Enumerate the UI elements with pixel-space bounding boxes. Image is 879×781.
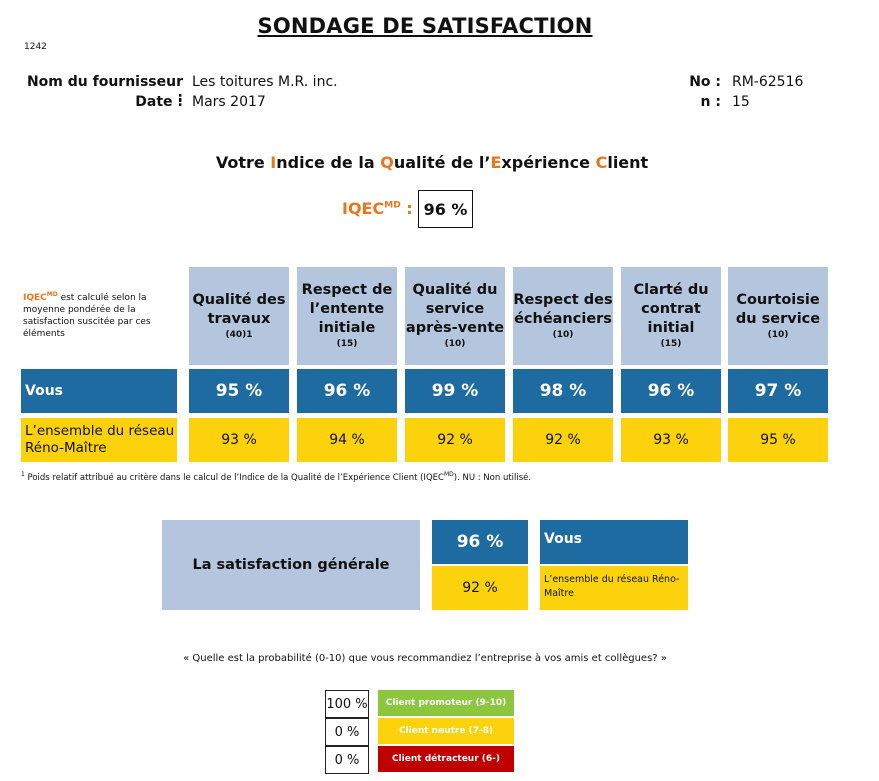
criterion-name-line: l’entente — [309, 301, 385, 317]
subtitle-initial-c: C — [595, 153, 608, 172]
page-title: SONDAGE DE SATISFACTION — [257, 14, 593, 38]
subtitle-text: xpérience — [501, 153, 596, 172]
criterion-name-line: contrat — [641, 301, 701, 317]
iqec-label-sup: MD — [384, 200, 401, 211]
subtitle-text: ualité de l’ — [393, 153, 491, 172]
criterion-name-line: Qualité des — [192, 291, 286, 308]
n-label: n : — [700, 94, 721, 110]
criterion-header: Respect de l’entente initiale (15) — [297, 267, 397, 365]
criterion-name-line: échéanciers — [514, 310, 612, 327]
nps-category-label: Client neutre (7-8) — [378, 718, 514, 744]
criterion-name-line: service — [425, 301, 485, 317]
footnote-text: Poids relatif attribué au critère dans l… — [24, 472, 444, 483]
no-label: No : — [689, 74, 721, 90]
criterion-name-line: Clarté du — [633, 282, 709, 298]
supplier-value: Les toitures M.R. inc. — [192, 74, 338, 90]
legend-network: L’ensemble du réseau Réno-Maître — [540, 566, 688, 610]
general-satisfaction-label: La satisfaction générale — [162, 520, 420, 610]
nps-percent-box: 0 % — [325, 746, 369, 774]
subtitle-text: ndice de la — [276, 153, 381, 172]
criterion-header: Respect des échéanciers (10) — [513, 267, 613, 365]
criterion-header: Qualité du service après-vente (10) — [405, 267, 505, 365]
criterion-header: Courtoisie du service (10) — [728, 267, 828, 365]
document-number: 1242 — [24, 42, 47, 52]
network-value-cell: 94 % — [297, 418, 397, 462]
criterion-weight: (10) — [767, 329, 789, 340]
criterion-name-line: Respect de — [301, 282, 393, 298]
criterion-name-line: initiale — [318, 320, 376, 336]
date-value: Mars 2017 — [192, 94, 266, 110]
nps-category-label: Client détracteur (6-) — [378, 746, 514, 772]
note-text: est calculé selon la moyenne pondérée de… — [23, 293, 151, 339]
footnote-sup: 1 — [21, 471, 25, 478]
criterion-weight: (15) — [660, 339, 682, 349]
vous-value-cell: 96 % — [621, 369, 721, 413]
criterion-name-line: après-vente — [405, 320, 505, 336]
iqec-score-label: IQECMD : — [342, 199, 413, 218]
criterion-name-line: travaux — [207, 310, 271, 327]
criterion-header: Clarté du contrat initial (15) — [621, 267, 721, 365]
criterion-name-line: Qualité du — [412, 282, 498, 298]
network-value-cell: 93 % — [621, 418, 721, 462]
network-value-cell: 92 % — [513, 418, 613, 462]
vous-value-cell: 95 % — [189, 369, 289, 413]
note-sup: MD — [46, 291, 58, 298]
criterion-header: Qualité des travaux (40)1 — [189, 267, 289, 365]
subtitle-initial-e: E — [490, 153, 502, 172]
note-prefix: IQEC — [23, 293, 47, 303]
n-value: 15 — [732, 94, 750, 110]
no-value: RM-62516 — [732, 74, 804, 90]
network-value-cell: 95 % — [728, 418, 828, 462]
row-label-network: L’ensemble du réseau Réno-Maître — [21, 418, 177, 462]
criterion-weight: (40)1 — [225, 329, 253, 340]
vous-value-cell: 96 % — [297, 369, 397, 413]
footnote-sup2: MD — [443, 471, 454, 478]
supplier-label: Nom du fournisseur : — [26, 74, 183, 106]
subtitle-text: lient — [607, 153, 649, 172]
nps-percent-box: 0 % — [325, 718, 369, 746]
criterion-name-line: Respect des — [513, 291, 613, 308]
subtitle-initial-i: I — [270, 153, 277, 172]
iqec-score-box: 96 % — [418, 190, 473, 228]
criterion-weight: (15) — [336, 339, 358, 349]
nps-percent-box: 100 % — [325, 690, 369, 718]
subtitle-initial-q: Q — [380, 153, 394, 172]
date-label: Date : — [135, 94, 183, 110]
criterion-weight: (10) — [444, 339, 466, 349]
criterion-weight: (10) — [552, 329, 574, 340]
row-label-network-line: Réno-Maître — [25, 440, 107, 456]
row-label-vous: Vous — [21, 369, 177, 413]
footnote: 1 Poids relatif attribué au critère dans… — [21, 471, 531, 483]
recommendation-question: « Quelle est la probabilité (0-10) que v… — [183, 653, 667, 664]
general-vous-value: 96 % — [432, 520, 528, 564]
vous-value-cell: 97 % — [728, 369, 828, 413]
iqec-label-colon: : — [406, 199, 413, 218]
subtitle-text: Votre — [215, 153, 271, 172]
nps-category-label: Client promoteur (9-10) — [378, 690, 514, 716]
vous-value-cell: 99 % — [405, 369, 505, 413]
network-value-cell: 92 % — [405, 418, 505, 462]
iqec-subtitle: Votre Indice de la Qualité de l’Expérien… — [0, 153, 864, 172]
criterion-name-line: du service — [735, 310, 821, 327]
footnote-text2: ). NU : Non utilisé. — [453, 472, 532, 483]
iqec-label-text: IQEC — [342, 199, 385, 218]
general-network-value: 92 % — [432, 566, 528, 610]
criterion-name-line: initial — [647, 320, 695, 336]
legend-vous: Vous — [540, 520, 688, 564]
vous-value-cell: 98 % — [513, 369, 613, 413]
row-label-network-line: L’ensemble du réseau — [25, 423, 175, 439]
network-value-cell: 93 % — [189, 418, 289, 462]
iqec-note: IQECMD est calculé selon la moyenne pond… — [23, 289, 181, 340]
criterion-name-line: Courtoisie — [736, 291, 820, 308]
